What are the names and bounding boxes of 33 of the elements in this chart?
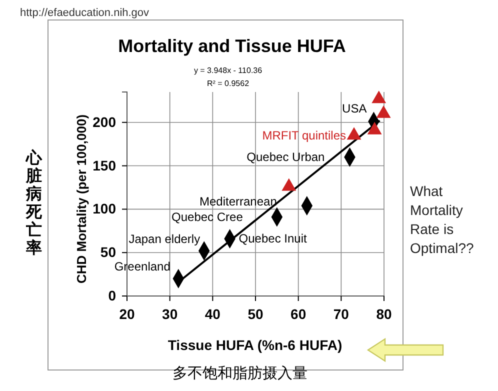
x-tick-label: 30 (162, 306, 178, 322)
annotation: USA (342, 102, 367, 116)
point (282, 178, 296, 191)
y-axis-title: CHD Mortality (per 100,000) (74, 114, 89, 284)
text: 心脏病死亡率 (25, 148, 43, 257)
x-tick-label: 70 (333, 306, 350, 322)
point (367, 122, 382, 134)
y-tick-label: 200 (92, 114, 116, 130)
annotation: Quebec Inuit (238, 232, 308, 246)
annotation: Japan elderly (128, 232, 200, 246)
point (346, 127, 362, 140)
text: y = 3.948x - 110.36 (194, 66, 263, 75)
chart-title: Mortality and Tissue HUFA (118, 36, 346, 56)
point (372, 90, 386, 104)
y-tick-label: 50 (100, 244, 116, 260)
x-tick-label: 80 (376, 306, 392, 322)
x-tick-label: 20 (119, 306, 135, 322)
x-tick-label: 50 (248, 306, 264, 322)
annotation: Quebec Urban (246, 150, 325, 164)
text: 多不饱和脂肪摄入量 (172, 365, 308, 382)
point (376, 105, 391, 118)
text: What Mortality Rate is Optimal?? (410, 183, 474, 256)
y-tick-label: 0 (108, 287, 116, 304)
text: R² = 0.9562 (206, 79, 250, 88)
annotation: Quebec Cree (172, 210, 244, 224)
x-tick-label: 40 (204, 306, 221, 322)
text: http://efaeducation.nih.gov (20, 7, 150, 19)
x-tick-label: 60 (290, 306, 306, 322)
y-tick-label: 150 (92, 157, 116, 174)
series-label: MRFIT quintiles (262, 128, 346, 142)
annotation: Mediterranean (200, 194, 277, 209)
y-tick-label: 100 (92, 200, 116, 217)
x-axis-title: Tissue HUFA (%n-6 HUFA) (168, 337, 342, 353)
